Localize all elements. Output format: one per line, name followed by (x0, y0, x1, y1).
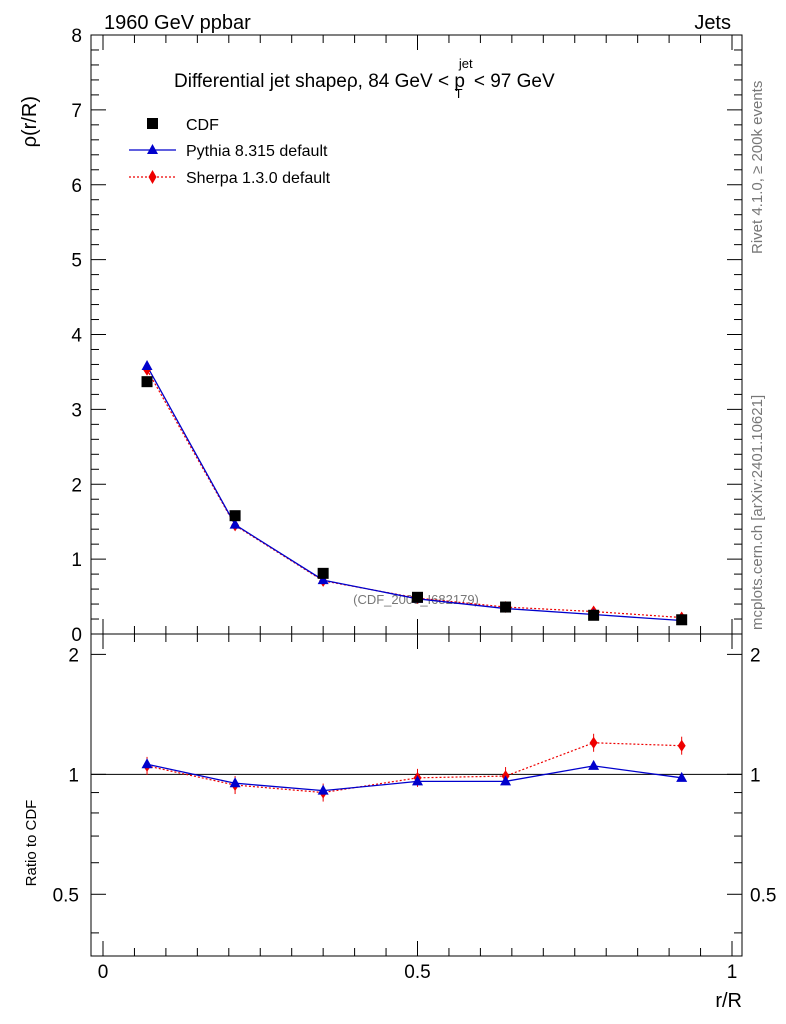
ratio-axes: 0 0.5 1 0.5 0.5 1 1 2 2 (53, 634, 776, 983)
main-ytick-label: 4 (71, 326, 82, 347)
cdf-point (141, 376, 153, 388)
main-ytick-label: 6 (71, 176, 82, 197)
ratio-ytick-label-right: 2 (750, 645, 761, 666)
ratio-sherpa-point (589, 736, 598, 749)
ratio-ylabel: Ratio to CDF (23, 800, 40, 887)
ratio-pythia-point (500, 775, 512, 786)
ratio-xtick-label: 1 (727, 962, 738, 983)
chart-title: Differential jet shapeρ, 84 GeV < pjet T … (174, 56, 555, 101)
ratio-ytick-label-left: 1 (68, 765, 79, 786)
xlabel: r/R (715, 990, 742, 1012)
main-ytick-label: 7 (71, 101, 82, 122)
main-ytick-label: 3 (71, 400, 82, 421)
rivet-version-text: Rivet 4.1.0, ≥ 200k events (749, 81, 766, 254)
ratio-xtick-label: 0.5 (404, 962, 430, 983)
title-end: < 97 GeV (469, 71, 555, 92)
pythia-line (146, 365, 682, 622)
pythia-point (317, 574, 329, 585)
ratio-pythia-point (412, 775, 423, 786)
legend-pythia-label: Pythia 8.315 default (186, 143, 328, 160)
main-ytick-label: 2 (71, 475, 82, 496)
title-main: Differential jet shapeρ, 84 GeV < p (174, 71, 465, 92)
legend: CDF Pythia 8.315 default Sherpa 1.3.0 de… (129, 117, 331, 187)
main-ytick-label: 1 (71, 550, 82, 571)
main-axes: 0 1 2 3 4 5 6 7 8 (71, 26, 742, 646)
title-superscript: jet (458, 56, 473, 71)
main-series (141, 359, 688, 626)
cdf-point (412, 591, 423, 603)
main-ylabel: ρ(r/R) (19, 96, 41, 147)
legend-cdf-marker (147, 118, 158, 129)
cdf-point (588, 609, 600, 621)
ratio-sherpa-point (677, 739, 686, 752)
main-ytick-label: 5 (71, 251, 82, 272)
ratio-plot-frame (90, 633, 743, 957)
main-ytick-label: 0 (71, 625, 82, 646)
ratio-pythia-point (141, 758, 153, 769)
cdf-point (676, 614, 688, 626)
cdf-point (229, 510, 241, 522)
legend-sherpa-label: Sherpa 1.3.0 default (186, 170, 331, 187)
pythia-point (229, 518, 241, 529)
cdf-point (317, 567, 329, 579)
title-subscript: T (455, 86, 463, 101)
ratio-ytick-label-left: 2 (68, 645, 79, 666)
ratio-xtick-label: 0 (98, 962, 109, 983)
legend-pythia-marker (147, 144, 158, 154)
ratio-pythia-point (229, 777, 241, 788)
header-right: Jets (694, 12, 731, 34)
cdf-point (500, 601, 512, 613)
ratio-ytick-label-right: 1 (750, 765, 761, 786)
legend-cdf-label: CDF (186, 117, 219, 134)
ratio-pythia-point (676, 771, 688, 782)
pythia-point (141, 359, 153, 370)
ratio-ytick-label-right: 0.5 (750, 885, 776, 906)
main-ytick-label: 8 (71, 26, 82, 47)
sherpa-line (146, 369, 682, 619)
ratio-ytick-label-left: 0.5 (53, 885, 79, 906)
ratio-pythia-point (588, 759, 600, 770)
legend-sherpa-marker (148, 170, 157, 184)
ratio-pythia-point (317, 784, 329, 795)
header-left: 1960 GeV ppbar (104, 12, 251, 34)
ratio-series (141, 733, 688, 802)
mcplots-text: mcplots.cern.ch [arXiv:2401.10621] (749, 395, 766, 630)
